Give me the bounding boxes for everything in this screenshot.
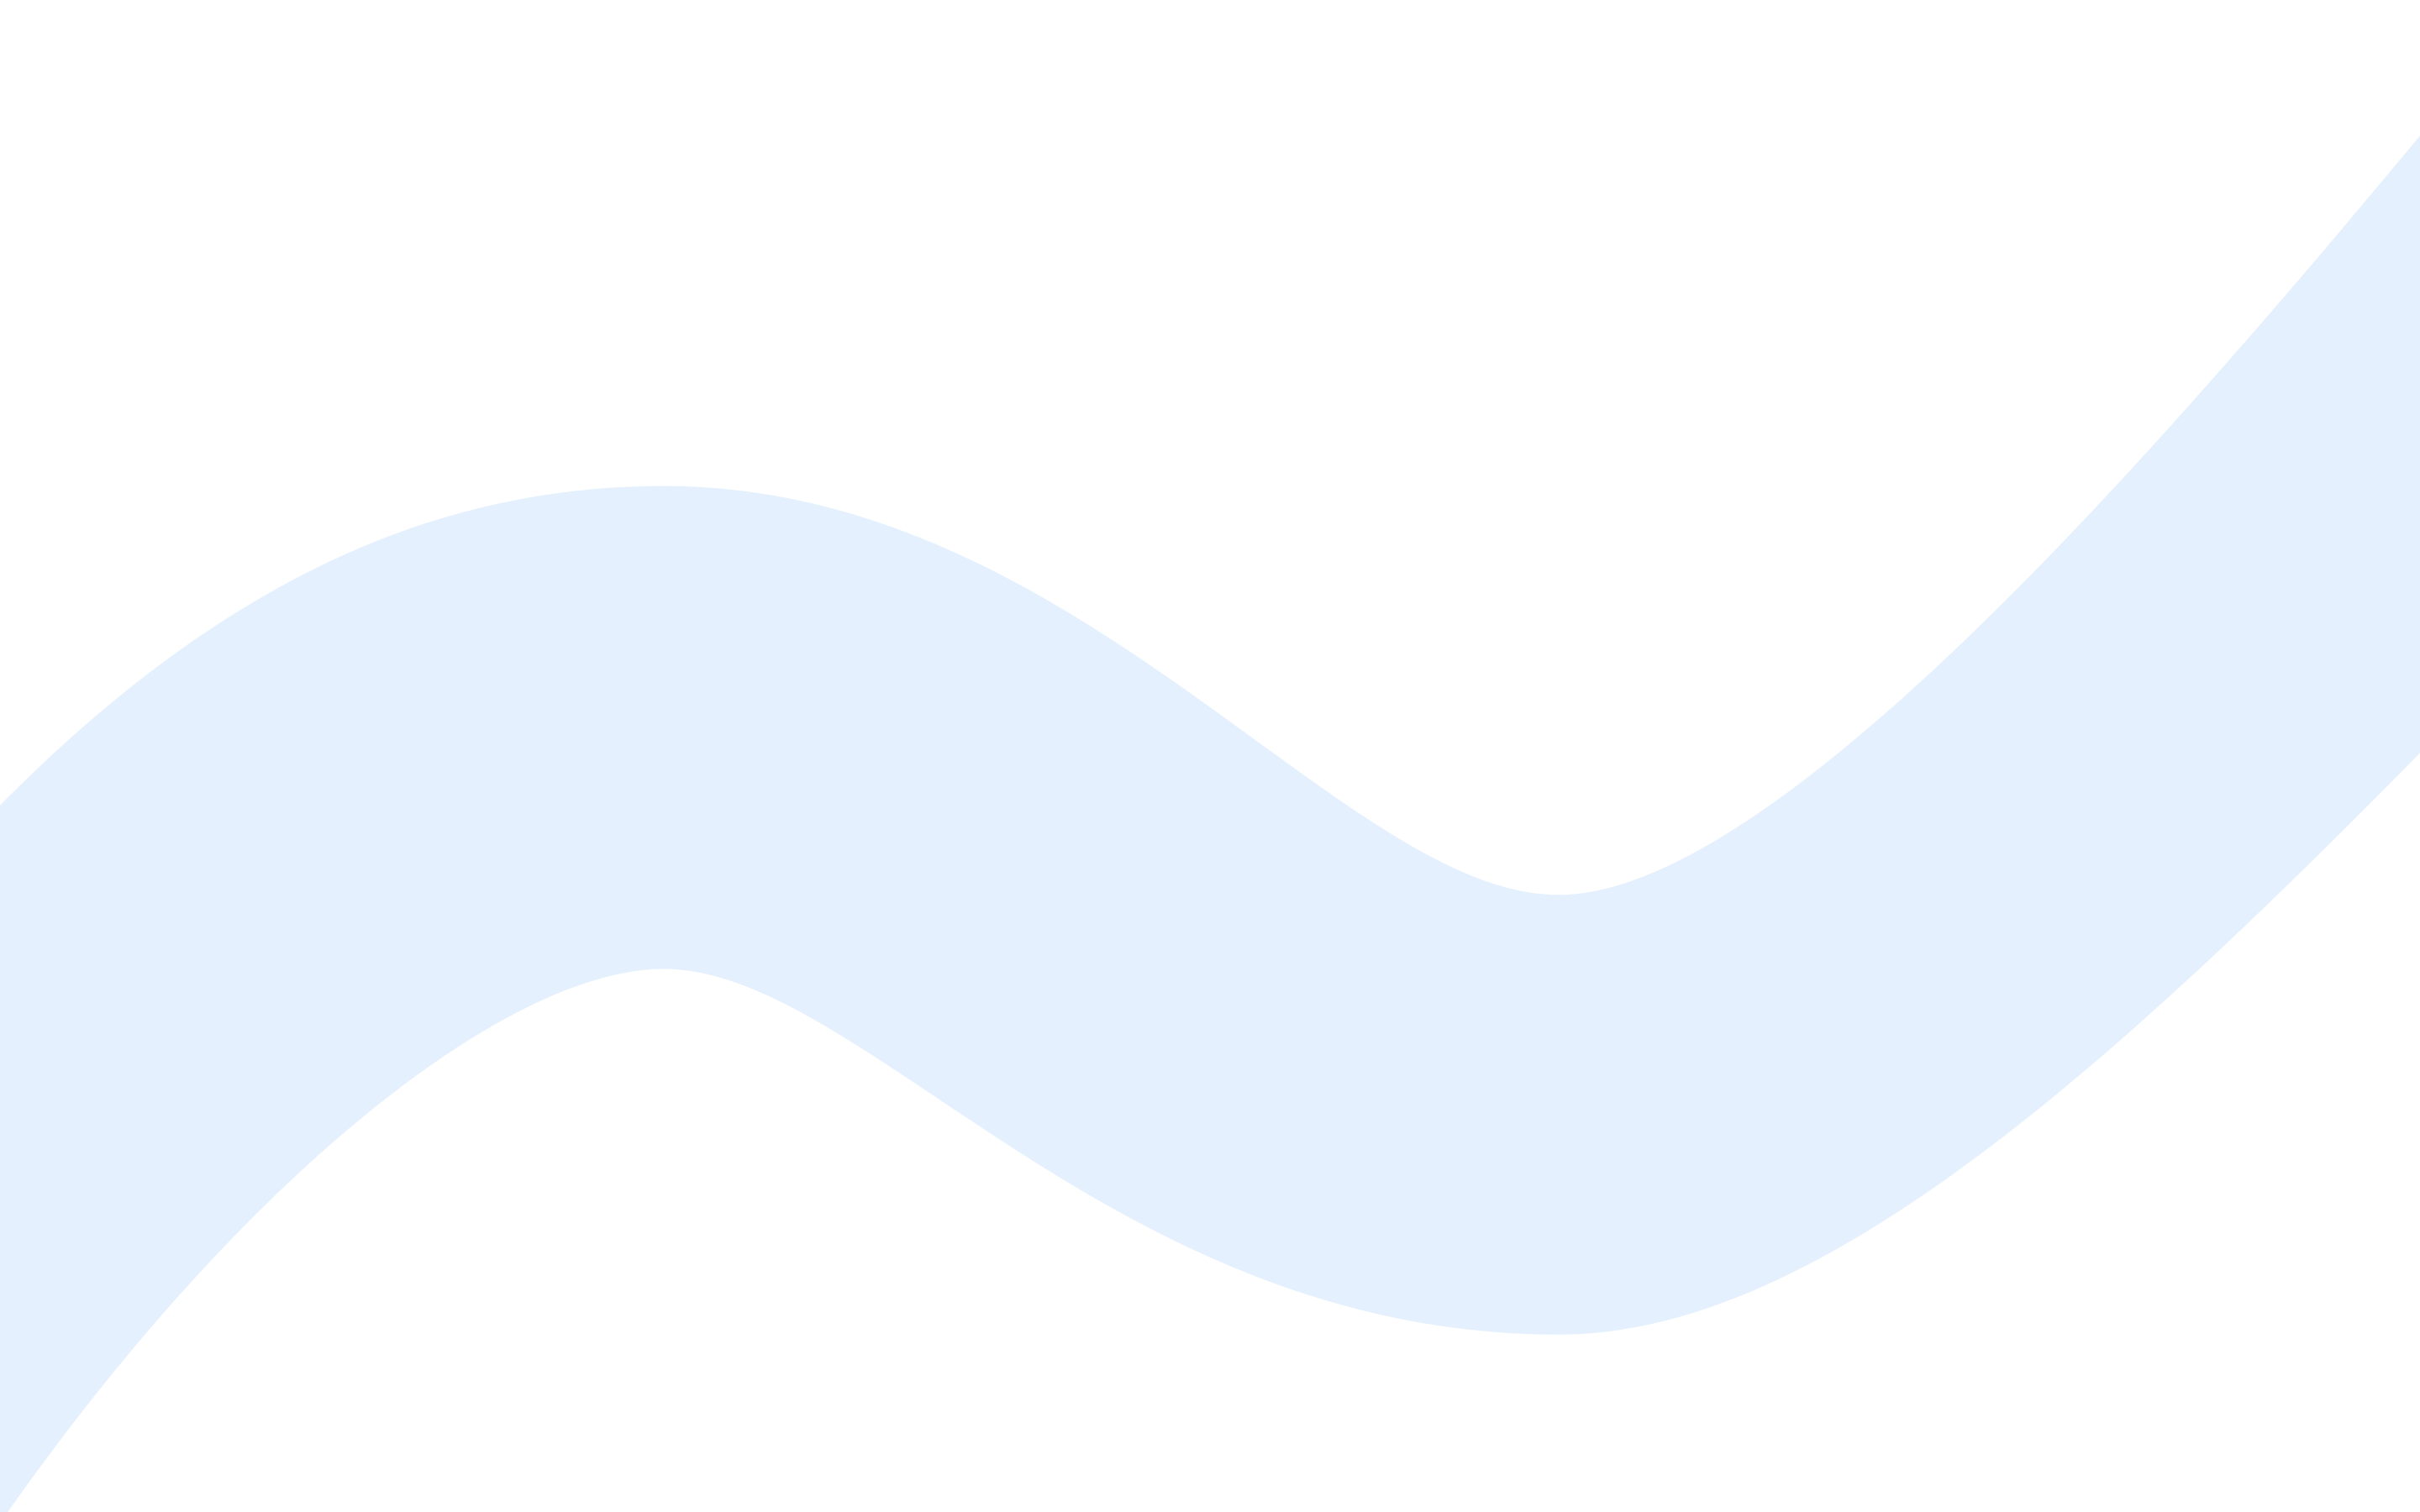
- wave-band-shape: [0, 135, 2420, 1512]
